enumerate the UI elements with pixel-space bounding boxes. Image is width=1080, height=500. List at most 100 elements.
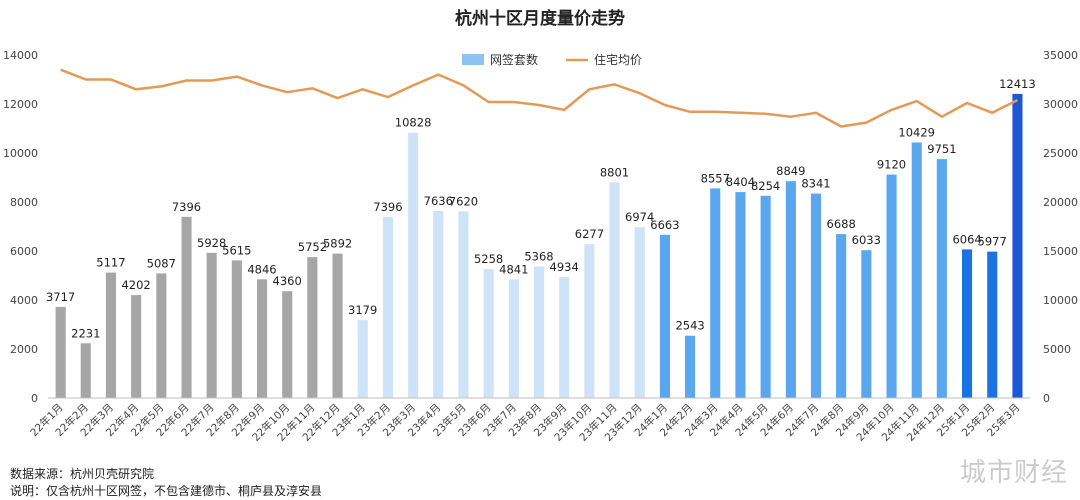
bar-value-label: 10429 <box>898 126 935 140</box>
legend-swatch-bar <box>462 54 484 65</box>
bar <box>1012 93 1023 399</box>
bar <box>911 142 922 398</box>
footer-source: 数据来源：杭州贝壳研究院 <box>10 467 155 481</box>
bar-value-label: 6064 <box>952 232 981 246</box>
bar <box>231 260 242 398</box>
bar-value-label: 8254 <box>751 179 780 193</box>
bar-value-label: 5977 <box>978 235 1007 249</box>
bar-value-label: 5752 <box>298 240 327 254</box>
bar-value-label: 10828 <box>395 116 432 130</box>
bar <box>962 249 973 398</box>
bar-value-label: 8557 <box>701 171 730 185</box>
bar <box>559 277 570 398</box>
bar-value-label: 2231 <box>71 326 100 340</box>
legend: 网签套数 住宅均价 <box>462 52 642 67</box>
right-axis: 0 5000 10000 15000 20000 25000 30000 35000 <box>1043 49 1078 405</box>
bar <box>735 192 746 398</box>
line-series <box>60 68 1018 128</box>
bar <box>357 320 368 398</box>
bar <box>836 234 847 398</box>
right-axis-tick: 25000 <box>1043 147 1078 160</box>
bar-value-label: 7396 <box>373 200 402 214</box>
bar-value-label: 7396 <box>172 200 201 214</box>
right-axis-tick: 5000 <box>1043 343 1071 356</box>
bar-value-label: 5892 <box>323 237 352 251</box>
legend-label: 住宅均价 <box>594 52 642 67</box>
bar <box>332 253 343 398</box>
bar <box>760 195 771 398</box>
bar-value-label: 3179 <box>348 303 377 317</box>
bar <box>508 279 519 398</box>
bar <box>710 188 721 398</box>
bar-value-label: 6277 <box>575 227 604 241</box>
bar-value-label: 6663 <box>650 218 679 232</box>
bar <box>257 279 268 398</box>
bar <box>408 132 419 398</box>
left-axis-tick: 4000 <box>10 294 38 307</box>
bar <box>156 273 167 398</box>
left-axis-tick: 0 <box>31 392 38 405</box>
bar <box>282 291 293 398</box>
bar <box>483 269 494 398</box>
bar <box>659 234 670 398</box>
bar <box>584 244 595 398</box>
bar <box>131 295 142 398</box>
bar-value-label: 5117 <box>96 256 125 270</box>
bar <box>105 272 116 398</box>
bar <box>55 306 66 398</box>
bar <box>458 211 469 398</box>
right-axis-tick: 35000 <box>1043 49 1078 62</box>
bar-value-label: 4846 <box>247 262 276 276</box>
bar <box>433 210 444 398</box>
bar-value-label: 6688 <box>827 217 856 231</box>
left-axis-tick: 6000 <box>10 245 38 258</box>
left-axis-tick: 2000 <box>10 343 38 356</box>
right-axis-tick: 30000 <box>1043 98 1078 111</box>
price-line <box>60 68 1018 128</box>
bar-value-label: 6974 <box>625 210 654 224</box>
bar-value-label: 9120 <box>877 158 906 172</box>
bar <box>886 174 897 398</box>
bar-value-label: 7620 <box>449 194 478 208</box>
left-axis-tick: 8000 <box>10 196 38 209</box>
bar <box>634 227 645 398</box>
bar-value-label: 5258 <box>474 252 503 266</box>
bar-value-label: 4202 <box>121 278 150 292</box>
bar-value-label: 6033 <box>852 233 881 247</box>
bar-value-label: 4934 <box>550 260 579 274</box>
left-axis-tick: 14000 <box>3 49 38 62</box>
chart-title: 杭州十区月度量价走势 <box>455 8 625 29</box>
bar-value-label: 9751 <box>927 142 956 156</box>
bar-value-label: 2543 <box>675 319 704 333</box>
bar-series <box>55 93 1023 399</box>
bar <box>861 250 872 398</box>
right-axis-tick: 20000 <box>1043 196 1078 209</box>
bar <box>810 193 821 398</box>
footer-note: 说明：仅含杭州十区网签，不包含建德市、桐庐县及淳安县 <box>10 484 323 498</box>
bar <box>534 266 545 398</box>
bar <box>685 335 696 398</box>
bar-value-label: 8341 <box>801 177 830 191</box>
watermark: 城市财经 <box>959 458 1068 488</box>
bar-value-label: 12413 <box>999 77 1036 91</box>
chart: 杭州十区月度量价走势 网签套数 住宅均价 0 2000 4000 6000 8000 100… <box>3 8 1078 444</box>
bar-value-label: 7636 <box>424 194 453 208</box>
bar-value-label: 8801 <box>600 165 629 179</box>
bar-value-label: 4841 <box>499 262 528 276</box>
bar <box>181 216 192 398</box>
left-axis-tick: 12000 <box>3 98 38 111</box>
bar <box>987 251 998 398</box>
bar-value-label: 8404 <box>726 175 755 189</box>
right-axis-tick: 0 <box>1043 392 1050 405</box>
bar <box>80 343 91 398</box>
bar <box>785 181 796 398</box>
left-axis: 0 2000 4000 6000 8000 10000 12000 14000 <box>3 49 38 405</box>
right-axis-tick: 10000 <box>1043 294 1078 307</box>
bar-value-label: 5087 <box>147 256 176 270</box>
bar <box>206 252 217 398</box>
legend-label: 网签套数 <box>490 52 538 67</box>
bar-value-label: 3717 <box>46 290 75 304</box>
bar <box>609 182 620 398</box>
bar-value-label: 4360 <box>273 274 302 288</box>
